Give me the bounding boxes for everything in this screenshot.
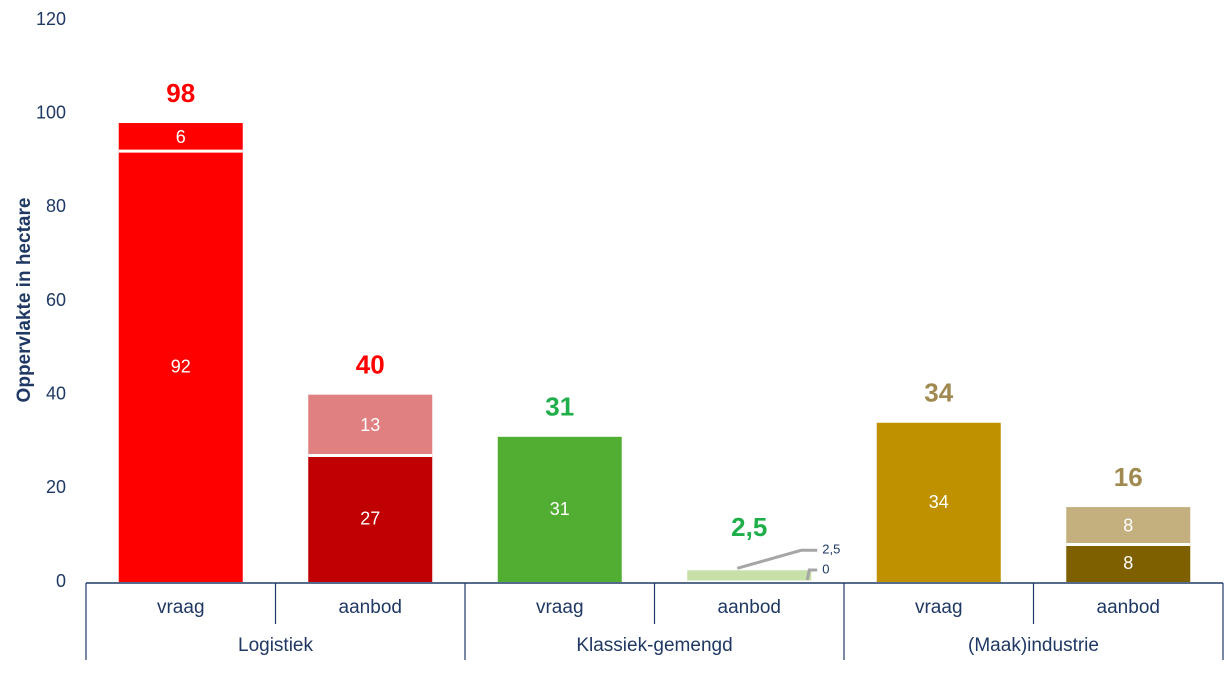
- x-category-label: aanbod: [718, 597, 781, 618]
- segment-value-label: 8: [1123, 553, 1133, 573]
- segment-value-label: 31: [550, 499, 570, 519]
- x-axis: vraag aanbod vraag aanbod vraag aanbod Logisti…: [85, 582, 1224, 660]
- bar-total-label: 31: [545, 392, 574, 422]
- bars: 92 6 98 27 13 40 31 31 2,5 0 2,5 34 34 8 8 16: [118, 78, 1191, 584]
- bar-segment: [497, 436, 622, 582]
- bar-segment: [118, 151, 243, 582]
- x-group-label: Logistiek: [238, 635, 313, 656]
- bar-stack: 27 13 40: [308, 350, 433, 582]
- x-category-label: vraag: [157, 597, 205, 618]
- segment-value-label: 92: [171, 356, 191, 376]
- bar-total-label: 34: [924, 378, 953, 408]
- bar-stack: 92 6 98: [118, 78, 243, 582]
- bar-total-label: 16: [1114, 462, 1143, 492]
- bar-segment: [876, 422, 1001, 582]
- bar-total-label: 40: [356, 350, 385, 380]
- callout-label: 0: [822, 561, 829, 576]
- y-axis-ticks: 0 20 40 60 80 100 120: [36, 9, 66, 591]
- bar-segment: [308, 455, 433, 582]
- x-category-label: vraag: [536, 597, 584, 618]
- segment-value-label: 6: [176, 127, 186, 147]
- y-tick-label: 0: [56, 571, 66, 591]
- x-group-label: (Maak)industrie: [968, 635, 1099, 656]
- bar-stack: 2,5 0 2,5: [687, 512, 840, 584]
- x-category-label: aanbod: [339, 597, 402, 618]
- bar-stack: 31 31: [497, 392, 622, 582]
- bar-segment: [1066, 507, 1191, 545]
- callout-leader: [805, 568, 818, 581]
- y-tick-label: 80: [46, 196, 66, 216]
- bar-stack: 8 8 16: [1066, 462, 1191, 582]
- bar-segment: [118, 123, 243, 152]
- x-group-label: Klassiek-gemengd: [576, 635, 732, 656]
- bar-segment: [308, 394, 433, 456]
- bar-segment: [687, 570, 812, 582]
- x-category-label: aanbod: [1097, 597, 1160, 618]
- y-tick-label: 40: [46, 383, 66, 403]
- segment-value-label: 13: [360, 415, 380, 435]
- bar-total-label: 2,5: [731, 512, 767, 542]
- bar-stack: 34 34: [876, 378, 1001, 582]
- y-axis-label: Oppervlakte in hectare: [14, 198, 35, 403]
- callout-label: 2,5: [822, 542, 840, 557]
- segment-value-label: 27: [360, 509, 380, 529]
- y-tick-label: 120: [36, 9, 66, 29]
- bar-total-label: 98: [166, 78, 195, 108]
- y-tick-label: 20: [46, 477, 66, 497]
- y-tick-label: 60: [46, 290, 66, 310]
- x-category-label: vraag: [915, 597, 963, 618]
- segment-value-label: 34: [929, 492, 949, 512]
- bar-segment: [1066, 544, 1191, 582]
- segment-value-label: 8: [1123, 516, 1133, 536]
- y-tick-label: 100: [36, 102, 66, 122]
- callout-leader: [736, 548, 818, 570]
